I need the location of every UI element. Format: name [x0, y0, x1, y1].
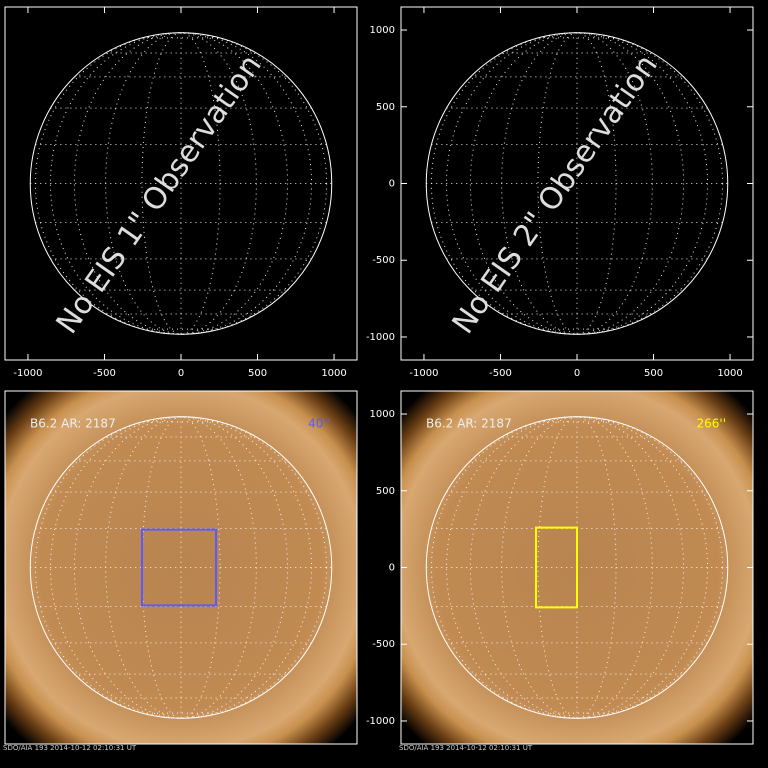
- meridian: [430, 32, 724, 335]
- y-tick-label: -1000: [366, 716, 395, 727]
- region-label: B6.2 AR: 2187: [426, 417, 512, 431]
- x-tick-label: 0: [574, 368, 580, 379]
- eis-box: [534, 526, 579, 609]
- x-tick-label: 500: [644, 368, 663, 379]
- x-tick-label: -500: [489, 368, 512, 379]
- meridian: [49, 416, 313, 719]
- meridian: [430, 416, 724, 719]
- x-tick-label: 500: [248, 368, 267, 379]
- meridian: [105, 416, 257, 719]
- x-tick-label: -1000: [409, 368, 438, 379]
- sun-image: [401, 391, 753, 744]
- panel: -1000 -500 0 500 1000 266'' B6.2 AR: 2187: [366, 390, 754, 745]
- region-label: B6.2 AR: 2187: [30, 417, 116, 431]
- meridian: [105, 32, 257, 335]
- y-tick-label: 0: [389, 563, 395, 574]
- x-tick-label: -1000: [13, 368, 42, 379]
- frame: [4, 390, 358, 745]
- y-tick-label: -1000: [366, 332, 395, 343]
- y-tick-label: 500: [376, 486, 395, 497]
- footer: SDO/AIA 193 2014-10-12 02:10:31 UT: [3, 744, 137, 752]
- meridian: [469, 32, 685, 335]
- panel-content: [29, 32, 333, 335]
- y-tick-label: -500: [372, 255, 395, 266]
- meridian: [445, 32, 709, 335]
- y-tick-label: 0: [389, 179, 395, 190]
- panel-content: [425, 32, 729, 335]
- meridian: [49, 32, 313, 335]
- meridian: [73, 32, 289, 335]
- panel: -1000 -500 0 500 1000 -1000 -500 0 500 1000 No EIS…: [366, 6, 754, 379]
- footer: SDO/AIA 193 2014-10-12 02:10:31 UT: [399, 744, 533, 752]
- x-tick-label: 0: [178, 368, 184, 379]
- y-tick-label: 1000: [370, 25, 395, 36]
- box-label: 266'': [696, 417, 726, 431]
- x-tick-label: 1000: [717, 368, 742, 379]
- box-label: 40'': [308, 417, 330, 431]
- meridian: [501, 32, 653, 335]
- meridian: [537, 32, 617, 335]
- meridian: [537, 416, 617, 719]
- panel: 40'' B6.2 AR: 2187: [4, 390, 358, 745]
- annotation: No EIS 2" Observation: [446, 48, 665, 340]
- meridian: [34, 416, 328, 719]
- meridian: [445, 416, 709, 719]
- x-tick-label: -500: [93, 368, 116, 379]
- y-tick-label: 500: [376, 102, 395, 113]
- eis-box: [140, 528, 218, 607]
- y-tick-label: 1000: [370, 409, 395, 420]
- meridian: [34, 32, 328, 335]
- annotation: No EIS 1" Observation: [50, 48, 269, 340]
- x-tick-label: 1000: [321, 368, 346, 379]
- panel-content: [5, 391, 357, 744]
- panel: -1000 -500 0 500 1000 No EIS 1" Observation: [4, 6, 358, 379]
- y-tick-label: -500: [372, 639, 395, 650]
- panel-content: [401, 391, 753, 744]
- sun-image: [5, 391, 357, 744]
- meridian: [501, 416, 653, 719]
